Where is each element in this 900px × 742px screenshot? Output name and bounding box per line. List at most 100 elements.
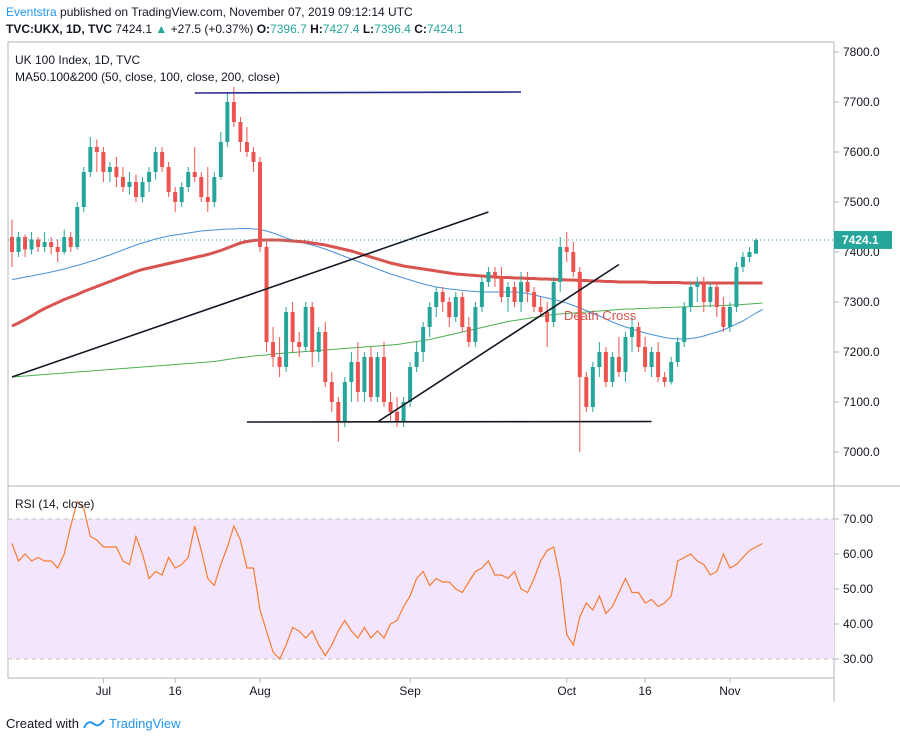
low-value: 7396.4 bbox=[374, 22, 411, 36]
candle-body bbox=[662, 377, 667, 382]
ma200-line bbox=[11, 302, 763, 378]
author-link[interactable]: Eventstra bbox=[6, 5, 57, 19]
candle-body bbox=[147, 172, 152, 182]
candle-body bbox=[408, 367, 413, 402]
price-tick-label: 7800.0 bbox=[843, 45, 880, 59]
rsi-pane bbox=[11, 500, 763, 661]
candle-body bbox=[682, 307, 687, 342]
chart-frame[interactable]: 7000.07100.07200.07300.07400.07500.07600… bbox=[0, 40, 900, 702]
candle-body bbox=[525, 282, 530, 292]
candle-body bbox=[258, 162, 262, 247]
close-label: C: bbox=[414, 22, 427, 36]
candle-body bbox=[94, 147, 99, 152]
candle-body bbox=[675, 342, 680, 362]
low-label: L: bbox=[362, 22, 375, 36]
rsi-tick-label: 50.00 bbox=[843, 582, 873, 596]
candle-body bbox=[440, 292, 445, 302]
candle-body bbox=[120, 177, 125, 187]
candle-body bbox=[284, 312, 289, 367]
candle-body bbox=[558, 247, 563, 282]
horizontal-resistance-line bbox=[194, 91, 522, 94]
candle-body bbox=[342, 382, 347, 422]
candle-body bbox=[721, 307, 726, 327]
candle-body bbox=[499, 277, 504, 297]
candle-body bbox=[473, 307, 478, 342]
candle-body bbox=[42, 242, 47, 247]
candle-body bbox=[708, 287, 713, 302]
candle-body bbox=[597, 352, 602, 367]
candle-body bbox=[368, 357, 373, 397]
time-tick-label: Nov bbox=[719, 684, 740, 698]
candle-body bbox=[186, 172, 191, 187]
candle-body bbox=[727, 307, 732, 327]
price-tick-label: 7300.0 bbox=[843, 295, 880, 309]
price-tick-label: 7700.0 bbox=[843, 95, 880, 109]
open-value: 7396.7 bbox=[270, 22, 307, 36]
candle-body bbox=[16, 237, 21, 252]
last-price-badge-text: 7424.1 bbox=[842, 233, 879, 247]
candle-body bbox=[434, 292, 439, 307]
candle-body bbox=[747, 252, 752, 257]
candle-body bbox=[656, 352, 661, 377]
time-tick-label: Sep bbox=[399, 684, 421, 698]
candle-body bbox=[636, 327, 641, 347]
candle-body bbox=[551, 282, 556, 322]
candle-body bbox=[388, 402, 393, 412]
candle-body bbox=[231, 102, 236, 122]
candle-body bbox=[225, 102, 230, 142]
candle-body bbox=[81, 172, 86, 207]
price-tick-label: 7200.0 bbox=[843, 345, 880, 359]
candle-body bbox=[173, 192, 178, 202]
rsi-tick-label: 40.00 bbox=[843, 617, 873, 631]
publish-text: published on TradingView.com, November 0… bbox=[56, 5, 413, 19]
candle-body bbox=[401, 402, 406, 422]
close-value: 7424.1 bbox=[426, 22, 464, 36]
candle-body bbox=[36, 239, 41, 247]
candle-body bbox=[479, 282, 484, 307]
candle-body bbox=[199, 177, 204, 197]
candle-body bbox=[244, 142, 249, 152]
candle-body bbox=[316, 332, 321, 352]
time-tick-label: Oct bbox=[557, 684, 576, 698]
up-arrow-icon: ▲ bbox=[155, 22, 168, 36]
price-tick-label: 7100.0 bbox=[843, 395, 880, 409]
candle-body bbox=[297, 342, 302, 347]
candle-body bbox=[740, 257, 745, 267]
price-tick-label: 7600.0 bbox=[843, 145, 880, 159]
symbol-quote-line: TVC:UKX, 1D, TVC 7424.1 ▲ +27.5 (+0.37%)… bbox=[6, 22, 464, 36]
candle-body bbox=[362, 357, 367, 392]
price-change: +27.5 (+0.37%) bbox=[170, 22, 254, 36]
candle-body bbox=[205, 197, 210, 202]
candle-body bbox=[532, 292, 537, 307]
candle-body bbox=[649, 352, 654, 367]
candle-body bbox=[610, 357, 615, 382]
tradingview-brand[interactable]: TradingView bbox=[108, 716, 181, 731]
candle-body bbox=[179, 187, 184, 202]
rsi-tick-label: 30.00 bbox=[843, 652, 873, 666]
candle-body bbox=[466, 327, 471, 342]
candle-body bbox=[192, 172, 197, 177]
candle-body bbox=[349, 362, 354, 382]
candle-body bbox=[427, 307, 432, 327]
candle-body bbox=[140, 182, 145, 197]
price-tick-label: 7500.0 bbox=[843, 195, 880, 209]
horizontal-support-line bbox=[246, 420, 652, 423]
candle-body bbox=[688, 287, 693, 307]
rsi-tick-label: 60.00 bbox=[843, 547, 873, 561]
created-with-text: Created with bbox=[6, 716, 79, 731]
candle-body bbox=[643, 347, 648, 367]
candle-body bbox=[630, 327, 634, 337]
candle-body bbox=[251, 152, 256, 162]
candle-body bbox=[714, 287, 719, 307]
candle-body bbox=[616, 357, 621, 372]
candle-body bbox=[264, 247, 269, 342]
rsi-legend: RSI (14, close) bbox=[15, 497, 94, 511]
high-label: H: bbox=[310, 22, 323, 36]
open-label: O: bbox=[256, 22, 271, 36]
last-price-badge bbox=[834, 230, 892, 249]
price-pane bbox=[8, 87, 834, 452]
candle-body bbox=[375, 357, 380, 397]
candle-body bbox=[564, 247, 569, 252]
time-tick-label: Jul bbox=[96, 684, 111, 698]
candle-body bbox=[277, 357, 282, 367]
